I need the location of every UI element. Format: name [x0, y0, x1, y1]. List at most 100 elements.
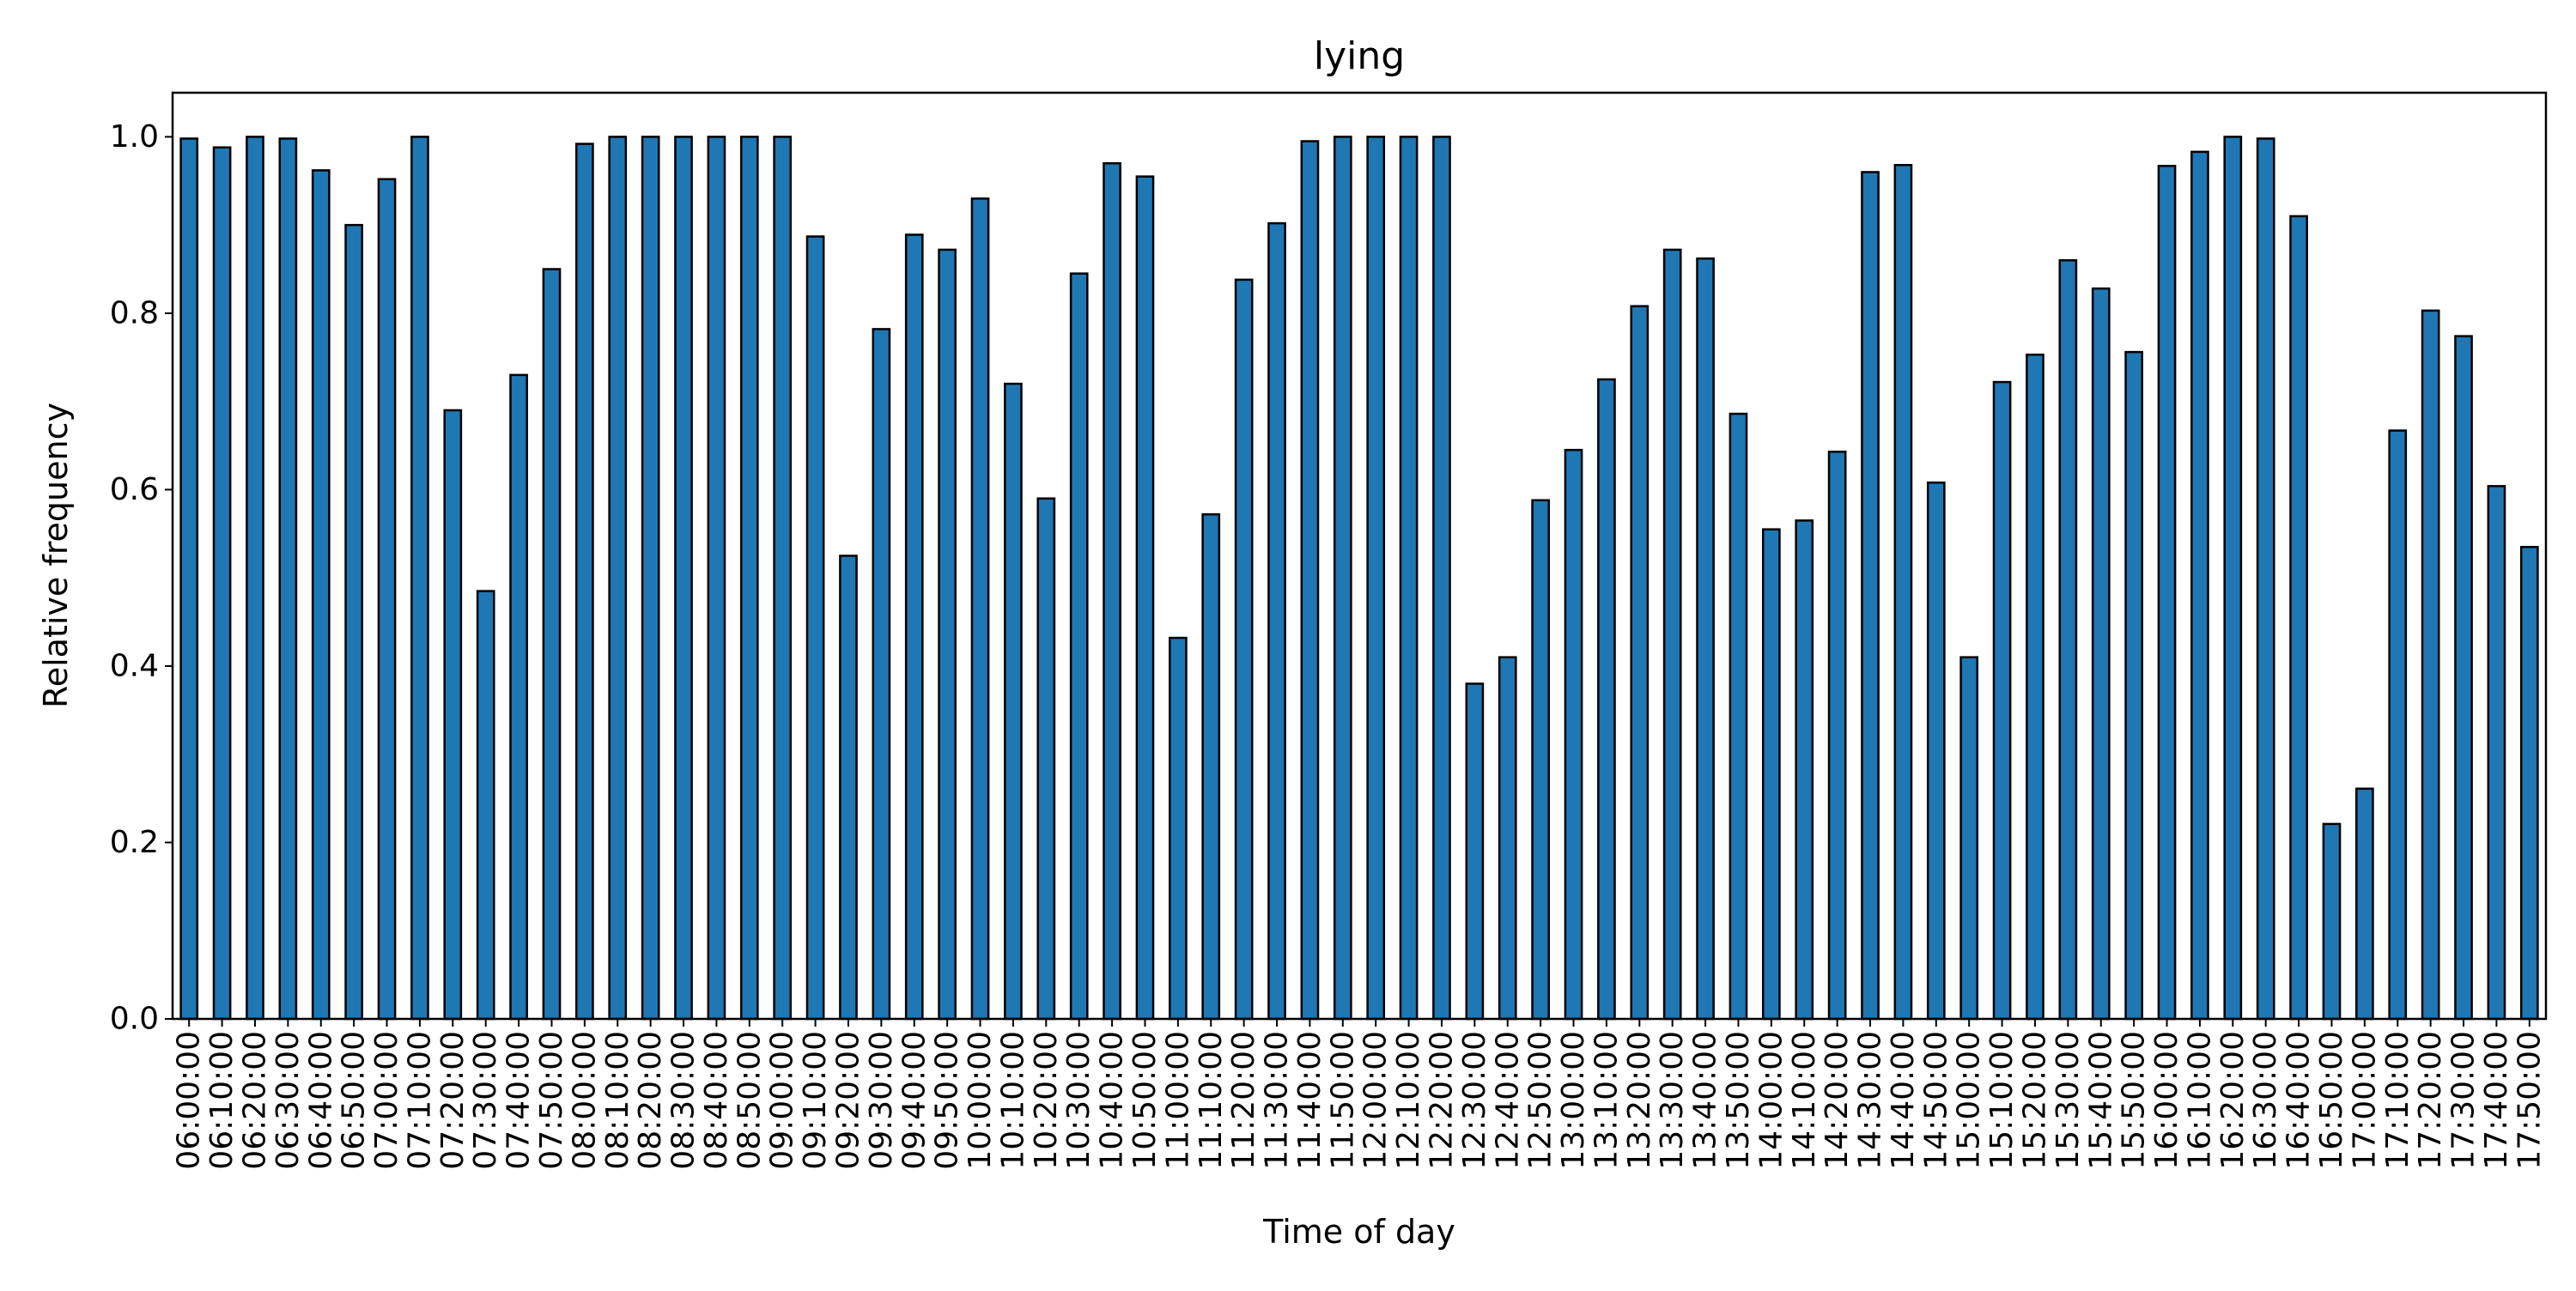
x-tick-label: 14:50:00: [1918, 1031, 1953, 1170]
x-tick-label: 07:30:00: [468, 1031, 503, 1170]
x-tick-label: 17:00:00: [2347, 1031, 2382, 1170]
x-tick-label: 17:40:00: [2479, 1031, 2514, 1170]
x-tick-label: 09:10:00: [798, 1031, 833, 1170]
x-tick-label: 06:10:00: [204, 1031, 240, 1170]
x-tick-label: 09:00:00: [765, 1031, 800, 1170]
bar: [1135, 175, 1155, 1021]
x-tick-label: 15:30:00: [2050, 1031, 2086, 1170]
bar: [1004, 382, 1023, 1021]
bar: [1926, 481, 1946, 1021]
bar: [2421, 309, 2440, 1021]
bar: [674, 136, 693, 1021]
x-tick-label: 15:00:00: [1952, 1031, 1987, 1170]
bar: [542, 268, 562, 1021]
bar: [1959, 656, 1979, 1021]
bar: [2487, 485, 2506, 1021]
x-tick-label: 12:10:00: [1391, 1031, 1426, 1170]
x-tick-label: 07:40:00: [501, 1031, 537, 1170]
x-tick-label: 10:30:00: [1061, 1031, 1097, 1170]
bar: [1893, 164, 1913, 1021]
bar: [608, 136, 628, 1021]
x-tick-label: 09:40:00: [896, 1031, 932, 1170]
y-tick-label: 0.4: [110, 648, 159, 683]
x-tick-label: 17:20:00: [2413, 1031, 2448, 1170]
bar: [2454, 335, 2473, 1021]
bar: [805, 235, 825, 1021]
bar: [476, 590, 495, 1021]
x-tick-label: 12:20:00: [1424, 1031, 1459, 1170]
bar: [2026, 353, 2044, 1021]
bar: [641, 136, 660, 1021]
bar: [1036, 497, 1056, 1021]
bar: [1762, 528, 1781, 1021]
bar: [1103, 161, 1121, 1021]
x-tick-label: 08:40:00: [699, 1031, 734, 1170]
bar: [739, 136, 759, 1021]
bar: [1728, 412, 1748, 1021]
bar: [1564, 448, 1583, 1021]
x-tick-label: 15:40:00: [2083, 1031, 2118, 1170]
bar: [443, 409, 463, 1021]
bar: [1201, 512, 1221, 1021]
bar: [839, 555, 858, 1021]
x-tick-label: 08:50:00: [732, 1031, 767, 1170]
bar: [1992, 380, 2012, 1021]
x-tick-label: 15:20:00: [2017, 1031, 2052, 1170]
bar: [2124, 350, 2143, 1021]
x-tick-label: 10:10:00: [995, 1031, 1030, 1170]
x-tick-label: 06:00:00: [172, 1031, 207, 1170]
x-tick-label: 13:20:00: [1622, 1031, 1657, 1170]
x-tick-label: 12:50:00: [1523, 1031, 1558, 1170]
bar: [1169, 636, 1188, 1021]
x-tick-label: 09:50:00: [930, 1031, 965, 1170]
bar: [904, 233, 924, 1021]
x-tick-label: 12:00:00: [1358, 1031, 1394, 1170]
bar: [872, 328, 891, 1021]
x-tick-label: 07:50:00: [534, 1031, 569, 1170]
x-tick-label: 15:10:00: [1984, 1031, 2020, 1170]
bar: [278, 137, 298, 1021]
y-tick-label: 0.0: [110, 1002, 159, 1037]
x-tick-label: 14:00:00: [1753, 1031, 1789, 1170]
bar: [575, 142, 594, 1021]
x-tick-label: 17:50:00: [2512, 1031, 2547, 1170]
bar: [1267, 221, 1286, 1021]
x-tick-label: 14:30:00: [1853, 1031, 1888, 1170]
x-tick-label: 14:10:00: [1787, 1031, 1822, 1170]
y-tick-label: 1.0: [110, 119, 159, 155]
x-axis: 06:00:0006:10:0006:20:0006:30:0006:40:00…: [172, 1019, 2547, 1170]
x-tick-label: 06:30:00: [270, 1031, 306, 1170]
bar: [1234, 278, 1254, 1021]
x-tick-label: 10:40:00: [1095, 1031, 1130, 1170]
bar: [2190, 150, 2209, 1021]
bar: [1465, 682, 1485, 1021]
bar: [1069, 272, 1089, 1021]
bar: [377, 178, 397, 1021]
bar: [2289, 215, 2308, 1021]
x-tick-label: 13:40:00: [1688, 1031, 1723, 1170]
x-tick-label: 06:40:00: [303, 1031, 338, 1170]
x-tick-label: 09:20:00: [830, 1031, 866, 1170]
y-tick-label: 0.8: [110, 295, 159, 330]
x-tick-label: 08:10:00: [600, 1031, 635, 1170]
bar: [1597, 378, 1616, 1021]
bar: [246, 136, 264, 1021]
x-tick-label: 16:40:00: [2281, 1031, 2317, 1170]
bar: [1696, 257, 1715, 1021]
x-tick-label: 16:20:00: [2215, 1031, 2251, 1170]
bar: [773, 136, 793, 1021]
x-tick-label: 06:20:00: [237, 1031, 272, 1170]
bar: [2157, 165, 2177, 1021]
bar: [2519, 545, 2539, 1021]
bar: [1630, 305, 1649, 1021]
bar: [938, 248, 957, 1021]
x-tick-label: 14:20:00: [1820, 1031, 1855, 1170]
x-tick-label: 13:30:00: [1655, 1031, 1690, 1170]
bar: [212, 146, 232, 1021]
bar: [1795, 519, 1814, 1021]
bar: [2058, 258, 2078, 1021]
x-axis-label: Time of day: [1262, 1213, 1455, 1251]
bar: [2091, 287, 2111, 1021]
bar: [970, 197, 990, 1021]
